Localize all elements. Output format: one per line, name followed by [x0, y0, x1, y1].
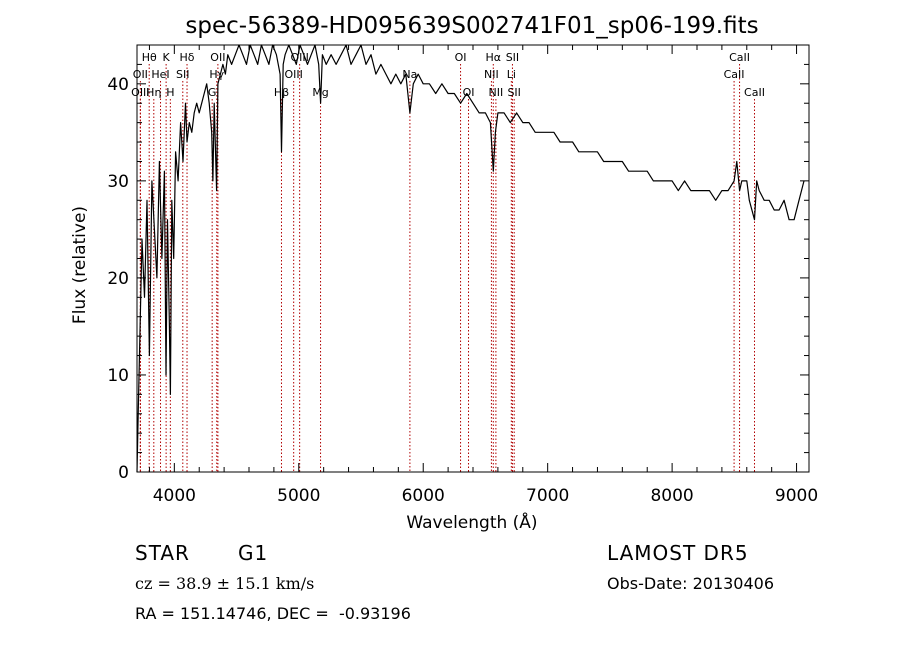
marker-label: Hγ: [209, 68, 224, 81]
marker-label: OI: [463, 86, 475, 99]
marker-label: K: [163, 51, 171, 64]
marker-label: Hβ: [274, 86, 289, 99]
marker-label: SII: [507, 86, 520, 99]
marker-label: HeI: [151, 68, 169, 81]
marker-label: CaII: [724, 68, 745, 81]
marker-label: Hη: [146, 86, 161, 99]
y-tick-label: 40: [107, 75, 129, 95]
marker-label: CaII: [744, 86, 765, 99]
y-axis-label: Flux (relative): [70, 206, 90, 324]
observation-date: Obs-Date: 20130406: [607, 574, 775, 593]
marker-label: Li: [507, 68, 516, 81]
x-tick-label: 6000: [402, 486, 445, 506]
marker-label: OII: [133, 68, 148, 81]
marker-label: CaII: [729, 51, 750, 64]
marker-label: Hθ: [142, 51, 157, 64]
survey-name: LAMOST DR5: [607, 541, 749, 565]
redshift-velocity: cz = 38.9 ± 15.1 km/s: [135, 574, 315, 593]
marker-label: H: [166, 86, 174, 99]
plot-frame: [136, 44, 810, 473]
marker-label: OI: [455, 51, 467, 64]
marker-label: G: [208, 86, 217, 99]
x-tick-label: 8000: [650, 486, 693, 506]
y-tick-label: 10: [107, 366, 129, 386]
x-tick-label: 4000: [153, 486, 196, 506]
marker-label: NII: [484, 68, 499, 81]
y-tick-label: 30: [107, 172, 129, 192]
x-tick-label: 9000: [775, 486, 818, 506]
x-axis-label: Wavelength (Å): [406, 511, 537, 533]
marker-label: OII: [210, 51, 225, 64]
marker-label: Hα: [486, 51, 502, 64]
y-tick-label: 0: [118, 463, 129, 483]
x-tick-label: 5000: [277, 486, 320, 506]
marker-label: NII: [489, 86, 504, 99]
x-tick-label: 7000: [526, 486, 569, 506]
spectrum-line: [136, 44, 805, 473]
coordinates: RA = 151.14746, DEC = -0.93196: [135, 604, 411, 623]
y-axis-ticks: 0 10 20 30 40: [107, 44, 809, 483]
x-axis-ticks: 4000 5000 6000 7000 8000 9000: [148, 45, 818, 506]
object-class: STAR: [135, 541, 190, 565]
marker-label: SII: [506, 51, 519, 64]
marker-label: Hδ: [180, 51, 195, 64]
marker-label: OIII: [284, 68, 302, 81]
object-subclass: G1: [238, 541, 269, 565]
y-tick-label: 20: [107, 269, 129, 289]
line-markers: [139, 64, 755, 472]
chart-title: spec-56389-HD095639S002741F01_sp06-199.f…: [185, 13, 758, 39]
marker-label: SII: [176, 68, 189, 81]
marker-label: OIII: [131, 86, 149, 99]
